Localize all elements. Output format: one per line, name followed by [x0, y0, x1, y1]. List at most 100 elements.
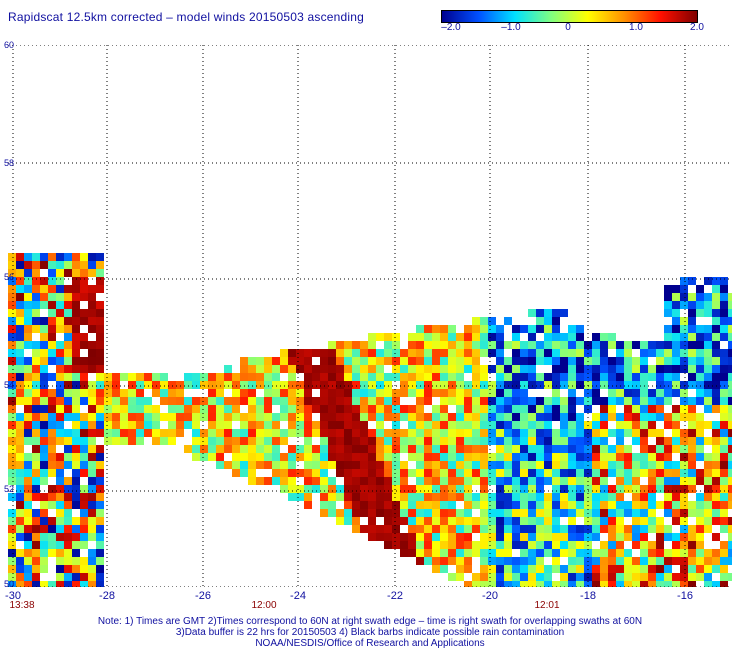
- wind-cell: [344, 485, 352, 493]
- wind-cell: [88, 341, 96, 349]
- wind-cell: [32, 429, 40, 437]
- wind-cell: [456, 373, 464, 381]
- wind-cell: [712, 469, 720, 477]
- wind-cell: [568, 389, 576, 397]
- wind-cell: [688, 381, 696, 389]
- wind-cell: [176, 381, 184, 389]
- wind-cell: [160, 413, 168, 421]
- wind-cell: [440, 349, 448, 357]
- wind-cell: [600, 501, 608, 509]
- wind-cell: [32, 437, 40, 445]
- wind-cell: [592, 381, 600, 389]
- wind-cell: [96, 357, 104, 365]
- wind-cell: [280, 389, 288, 397]
- wind-cell: [640, 437, 648, 445]
- wind-cell: [32, 357, 40, 365]
- wind-cell: [696, 333, 704, 341]
- wind-cell: [400, 461, 408, 469]
- wind-cell: [320, 365, 328, 373]
- wind-cell: [656, 565, 664, 573]
- wind-cell: [8, 349, 16, 357]
- wind-cell: [288, 429, 296, 437]
- wind-cell: [344, 341, 352, 349]
- wind-cell: [16, 533, 24, 541]
- wind-cell: [392, 453, 400, 461]
- wind-cell: [240, 461, 248, 469]
- wind-cell: [496, 541, 504, 549]
- wind-cell: [496, 389, 504, 397]
- wind-cell: [480, 485, 488, 493]
- wind-cell: [536, 341, 544, 349]
- wind-cell: [464, 509, 472, 517]
- wind-cell: [64, 261, 72, 269]
- wind-cell: [432, 509, 440, 517]
- wind-cell: [80, 517, 88, 525]
- wind-cell: [720, 381, 728, 389]
- wind-cell: [320, 445, 328, 453]
- wind-cell: [640, 389, 648, 397]
- wind-cell: [552, 429, 560, 437]
- wind-cell: [464, 365, 472, 373]
- wind-cell: [176, 397, 184, 405]
- wind-cell: [608, 365, 616, 373]
- wind-cell: [648, 405, 656, 413]
- wind-cell: [648, 349, 656, 357]
- wind-cell: [112, 421, 120, 429]
- longitude-label: -20: [482, 590, 498, 602]
- wind-cell: [608, 485, 616, 493]
- wind-cell: [264, 461, 272, 469]
- wind-cell: [8, 525, 16, 533]
- wind-cell: [472, 437, 480, 445]
- wind-cell: [40, 437, 48, 445]
- wind-cell: [432, 469, 440, 477]
- wind-cell: [560, 485, 568, 493]
- wind-cell: [720, 373, 728, 381]
- wind-cell: [688, 397, 696, 405]
- wind-cell: [672, 477, 680, 485]
- wind-cell: [448, 381, 456, 389]
- wind-difference-map: [8, 45, 732, 587]
- wind-cell: [464, 445, 472, 453]
- wind-cell: [680, 365, 688, 373]
- wind-cell: [424, 349, 432, 357]
- wind-cell: [360, 341, 368, 349]
- wind-cell: [528, 461, 536, 469]
- wind-cell: [216, 413, 224, 421]
- wind-cell: [528, 573, 536, 581]
- wind-cell: [232, 413, 240, 421]
- wind-cell: [624, 501, 632, 509]
- wind-cell: [32, 325, 40, 333]
- wind-cell: [480, 501, 488, 509]
- wind-cell: [208, 405, 216, 413]
- wind-cell: [528, 469, 536, 477]
- wind-cell: [720, 357, 728, 365]
- wind-cell: [8, 461, 16, 469]
- wind-cell: [192, 405, 200, 413]
- wind-cell: [392, 413, 400, 421]
- wind-cell: [408, 341, 416, 349]
- wind-cell: [640, 501, 648, 509]
- wind-cell: [416, 413, 424, 421]
- wind-cell: [680, 349, 688, 357]
- wind-cell: [320, 469, 328, 477]
- wind-cell: [592, 421, 600, 429]
- wind-cell: [328, 485, 336, 493]
- wind-cell: [24, 357, 32, 365]
- wind-cell: [344, 405, 352, 413]
- wind-cell: [48, 453, 56, 461]
- wind-cell: [320, 453, 328, 461]
- wind-cell: [104, 381, 112, 389]
- wind-cell: [368, 405, 376, 413]
- wind-cell: [176, 429, 184, 437]
- wind-cell: [672, 293, 680, 301]
- wind-cell: [488, 341, 496, 349]
- wind-cell: [632, 485, 640, 493]
- wind-cell: [32, 581, 40, 587]
- wind-cell: [560, 541, 568, 549]
- wind-cell: [504, 413, 512, 421]
- wind-cell: [272, 389, 280, 397]
- wind-cell: [96, 373, 104, 381]
- wind-cell: [64, 389, 72, 397]
- wind-cell: [24, 501, 32, 509]
- wind-cell: [504, 573, 512, 581]
